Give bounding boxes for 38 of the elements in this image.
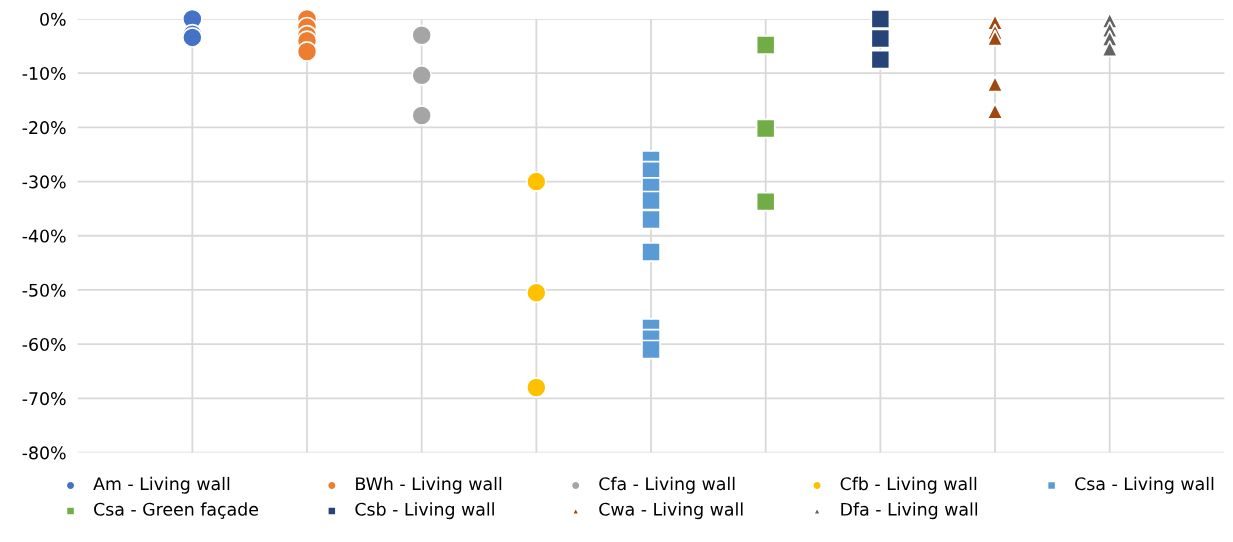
point — [641, 339, 661, 360]
point — [525, 282, 547, 304]
legend-label: Am - Living wall — [93, 476, 230, 494]
legend-label: Csa - Green façade — [94, 502, 259, 519]
point — [641, 242, 661, 262]
point — [525, 171, 547, 192]
legend-label: Dfa - Living wall — [841, 502, 978, 520]
legend-label: Csb - Living wall — [355, 502, 494, 520]
legend-label: BWh - Living wall — [356, 476, 502, 494]
y-tick-label: -30% — [22, 175, 66, 189]
point — [870, 28, 891, 49]
point — [986, 75, 1004, 93]
y-tick-label: -10% — [22, 66, 66, 81]
y-tick-label: 0% — [40, 12, 66, 26]
y-tick-label: -70% — [22, 392, 66, 406]
legend-label: Cfb - Living wall — [840, 476, 977, 494]
point — [755, 191, 776, 212]
point — [641, 190, 661, 211]
point — [870, 9, 891, 29]
y-tick-label: -80% — [22, 446, 66, 460]
point — [986, 102, 1004, 120]
point — [755, 118, 776, 139]
y-tick-label: -40% — [22, 229, 66, 243]
point — [525, 377, 547, 398]
point — [870, 49, 891, 70]
point — [411, 105, 433, 126]
point — [411, 24, 433, 46]
point — [641, 209, 661, 230]
y-tick-label: -50% — [22, 283, 66, 297]
point — [411, 64, 433, 86]
legend-label: Csa - Living wall — [1075, 476, 1214, 494]
legend-label: Cwa - Living wall — [599, 502, 743, 520]
point — [986, 29, 1004, 47]
y-tick-label: -60% — [22, 337, 66, 352]
point — [296, 41, 318, 62]
y-tick-label: -20% — [22, 121, 66, 135]
point — [755, 35, 776, 55]
legend-label: Cfa - Living wall — [599, 476, 735, 494]
